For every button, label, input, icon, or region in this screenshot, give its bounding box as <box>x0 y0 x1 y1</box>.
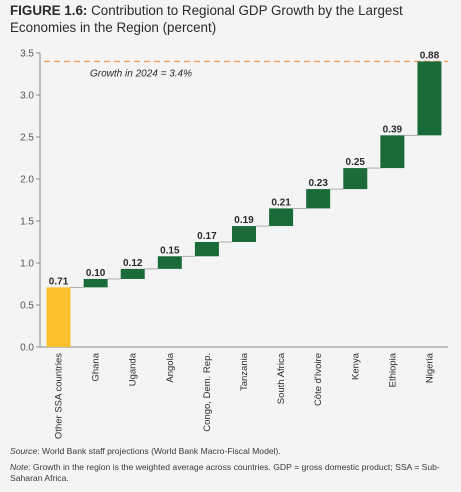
bar-10 <box>380 135 405 169</box>
source-text: : World Bank staff projections (World Ba… <box>37 446 281 456</box>
bar-11 <box>417 61 442 136</box>
data-label-11: 0.88 <box>420 50 440 61</box>
y-tick-label: 0.5 <box>20 301 34 312</box>
bar-2 <box>83 278 108 288</box>
note-text: Note: Growth in the region is the weight… <box>10 462 458 484</box>
source-label: Source <box>10 446 38 456</box>
bar-7 <box>269 208 294 227</box>
figure-title: FIGURE 1.6: Contribution to Regional GDP… <box>10 2 458 36</box>
data-label-3: 0.12 <box>123 258 143 269</box>
category-label-9: Kenya <box>350 352 361 380</box>
bar-6 <box>232 226 256 242</box>
reference-line-label: Growth in 2024 = 3.4% <box>90 68 192 79</box>
y-tick-label: 1.5 <box>20 217 34 228</box>
source-note: Source: World Bank staff projections (Wo… <box>10 446 458 457</box>
y-tick-label: 3.0 <box>20 91 34 102</box>
note-body: : Growth in the region is the weighted a… <box>10 462 440 483</box>
data-label-5: 0.17 <box>197 231 217 242</box>
category-label-3: Uganda <box>128 352 139 386</box>
waterfall-chart: 0.0 0.5 1.0 1.5 2.0 2.5 3.0 3.5 Growth in 2024 =… <box>20 49 448 439</box>
category-label-10: Ethiopia <box>387 352 398 387</box>
data-label-2: 0.10 <box>86 268 106 279</box>
y-tick-label: 0.0 <box>20 343 34 354</box>
data-label-8: 0.23 <box>308 178 328 189</box>
category-label-4: Angola <box>165 352 176 382</box>
category-label-8: Côte d'Ivoire <box>313 353 324 406</box>
bar-5 <box>194 242 219 257</box>
data-label-6: 0.19 <box>234 215 254 226</box>
bar-9 <box>343 168 368 190</box>
figure-notes: Source: World Bank staff projections (Wo… <box>10 446 458 489</box>
data-label-10: 0.39 <box>383 124 403 135</box>
y-tick-label: 2.0 <box>20 175 34 186</box>
figure-label: FIGURE 1.6: <box>10 3 88 18</box>
category-label-1: Other SSA countries <box>54 353 65 439</box>
bar-4 <box>157 256 182 269</box>
data-label-4: 0.15 <box>160 245 180 256</box>
bar-8 <box>306 189 331 209</box>
category-label-2: Ghana <box>91 352 102 381</box>
bar-3 <box>120 268 145 279</box>
category-label-7: South Africa <box>276 352 287 404</box>
note-label: Note <box>10 462 29 472</box>
y-tick-label: 3.5 <box>20 49 34 60</box>
bar-1 <box>46 287 71 347</box>
y-tick-label: 1.0 <box>20 259 34 270</box>
data-label-1: 0.71 <box>49 276 69 287</box>
category-label-6: Tanzania <box>239 352 250 391</box>
category-label-5: Congo, Dem. Rep. <box>202 353 213 432</box>
data-label-7: 0.21 <box>271 197 291 208</box>
figure-title-text: Contribution to Regional GDP Growth by t… <box>10 3 403 35</box>
data-label-9: 0.25 <box>346 157 366 168</box>
category-label-11: Nigeria <box>424 352 435 383</box>
y-tick-label: 2.5 <box>20 133 34 144</box>
